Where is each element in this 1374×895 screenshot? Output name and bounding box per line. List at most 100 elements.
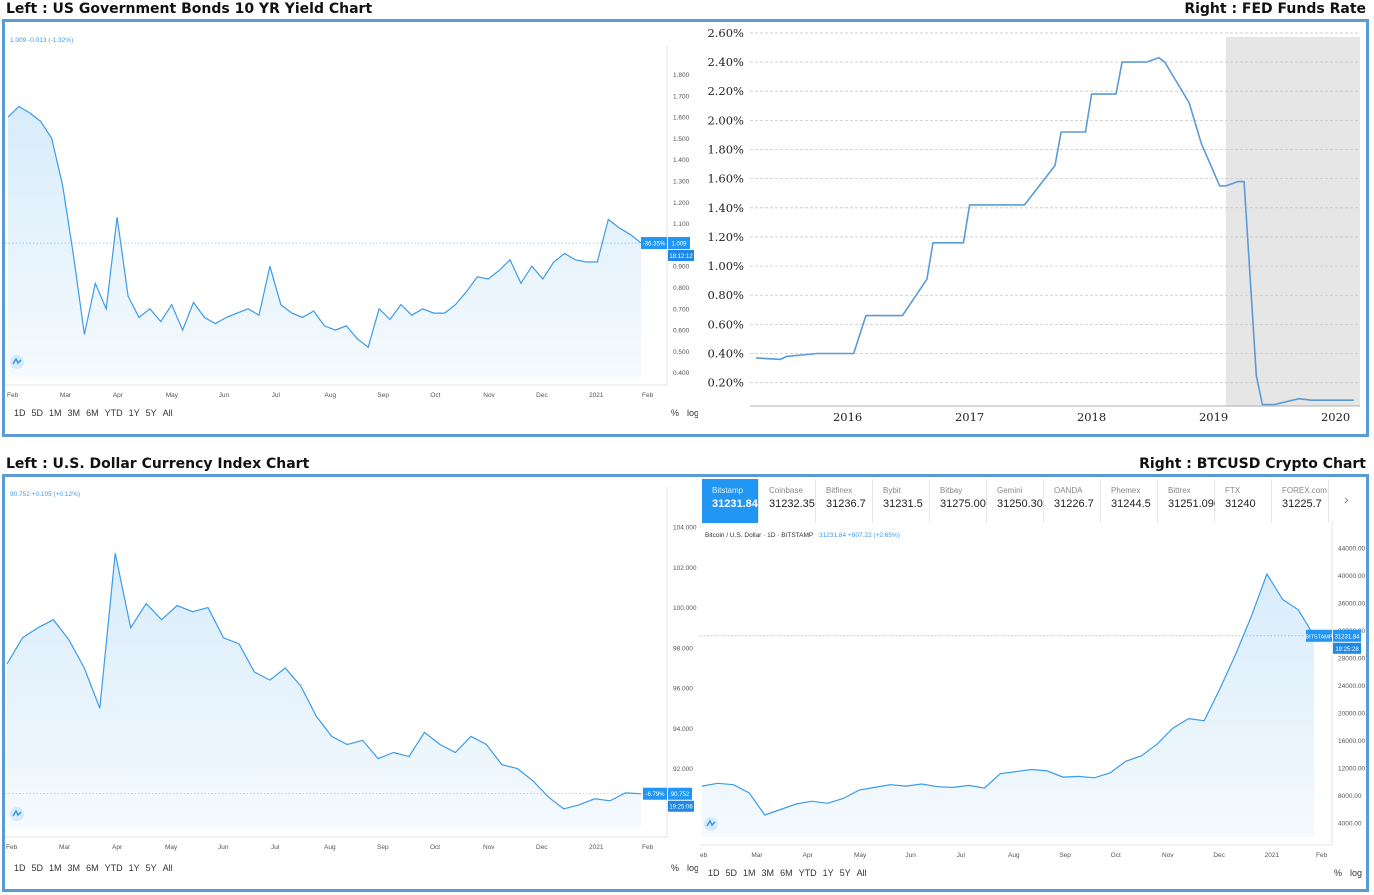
tf-6m[interactable]: 6M	[780, 868, 793, 878]
tf-3m[interactable]: 3M	[67, 863, 81, 873]
tf-3m[interactable]: 3M	[761, 868, 775, 878]
btc-time-badge-text: 19:25:28	[1335, 647, 1359, 653]
scale-log-toggle[interactable]: log	[1350, 868, 1363, 878]
tf-all[interactable]: All	[162, 408, 173, 418]
tradingview-logo-mark	[706, 819, 716, 827]
tradingview-logo-icon	[10, 807, 24, 821]
tradingview-logo-icon	[10, 355, 24, 369]
scale-percent-toggle[interactable]: %	[1334, 868, 1343, 878]
dxy-ytick-label: 102.000	[673, 565, 697, 572]
tf-5y[interactable]: 5Y	[145, 863, 157, 873]
dxy-ytick-label: 104.000	[673, 525, 697, 532]
btc-xtick-label: Oct	[1111, 852, 1121, 859]
exchange-price: 31226.7	[1054, 498, 1094, 510]
fed-funds-rate-line	[756, 56, 1354, 406]
exchange-tab-bybit[interactable]: Bybit 31231.5	[873, 479, 930, 523]
dxy-xtick-label: Jun	[218, 844, 229, 851]
dxy-time-badge	[668, 800, 694, 812]
btc-chart-panel[interactable]: Bitstamp 31231.84 Coinbase 31232.35 Bitfinex…	[700, 477, 1366, 889]
tf-3m[interactable]: 3M	[67, 408, 81, 418]
tf-ytd[interactable]: YTD	[104, 863, 123, 873]
exchange-tab-ftx[interactable]: FTX 31240	[1215, 479, 1272, 523]
exchange-tab-bitfinex[interactable]: Bitfinex 31236.7	[816, 479, 873, 523]
tf-1m[interactable]: 1M	[49, 863, 62, 873]
bond-ytick-label: 0.400	[673, 370, 690, 377]
tf-1y[interactable]: 1Y	[822, 868, 834, 878]
dxy-timeframe-bar: 1D 5D 1M 3M 6M YTD 1Y 5Y All	[14, 863, 179, 873]
btc-xtick-label: 2021	[1265, 852, 1280, 859]
exchange-strip: Bitstamp 31231.84 Coinbase 31232.35 Bitfinex…	[702, 479, 1329, 523]
btc-xtick-label: Nov	[1162, 852, 1174, 859]
exchange-price: 31251.096	[1168, 498, 1220, 510]
exchange-tab-phemex[interactable]: Phemex 31244.5	[1101, 479, 1158, 523]
fed-ytick-label: 1.40%	[707, 201, 744, 215]
btc-xtick-label: Jun	[905, 852, 916, 859]
scale-log-toggle[interactable]: log	[687, 408, 698, 418]
fed-xtick-label: 2019	[1199, 410, 1228, 424]
dxy-xtick-label: Apr	[112, 844, 123, 851]
dxy-xtick-label: Feb	[6, 844, 18, 851]
dxy-time-badge-text: 19:25:06	[669, 805, 693, 811]
dxy-chart-panel[interactable]: 104.000 102.000 100.000 98.000 96.000 94.000 9…	[5, 477, 698, 889]
tf-all[interactable]: All	[162, 863, 173, 873]
btc-time-badge	[1333, 642, 1361, 654]
exchange-tab-coinbase[interactable]: Coinbase 31232.35	[759, 479, 816, 523]
tf-5y[interactable]: 5Y	[145, 408, 157, 418]
tf-ytd[interactable]: YTD	[798, 868, 817, 878]
tf-5y[interactable]: 5Y	[839, 868, 851, 878]
scale-log-toggle[interactable]: log	[687, 863, 698, 873]
tradingview-logo-mark	[12, 809, 22, 817]
bond-ytick-label: 1.700	[673, 93, 690, 100]
tf-1d[interactable]: 1D	[708, 868, 720, 878]
bond-change-badge-text: -36.35%	[643, 242, 666, 248]
bond-xtick-label: Jun	[219, 392, 230, 399]
tf-1y[interactable]: 1Y	[128, 863, 140, 873]
tf-5d[interactable]: 5D	[725, 868, 738, 878]
tf-5d[interactable]: 5D	[31, 408, 44, 418]
dxy-xtick-label: May	[165, 844, 178, 851]
dxy-xtick-label: Jul	[271, 844, 280, 851]
tf-6m[interactable]: 6M	[86, 863, 99, 873]
btc-price-badge	[1333, 629, 1361, 642]
fed-ytick-label: 0.60%	[707, 317, 744, 331]
bond-chart-panel[interactable]: 1.800 1.700 1.600 1.500 1.400 1.300 1.200 1.100…	[5, 22, 698, 434]
tf-5d[interactable]: 5D	[31, 863, 44, 873]
bond-xtick-label: Jul	[272, 392, 281, 399]
dxy-chart-title: Left : U.S. Dollar Currency Index Chart	[6, 456, 310, 472]
tf-1m[interactable]: 1M	[49, 408, 62, 418]
dxy-xtick-label: Aug	[324, 844, 336, 851]
btc-label-badge-text: BITSTAMP	[1305, 634, 1332, 640]
dxy-scale-options: % log	[663, 863, 698, 873]
row1-title-bar: Left : US Government Bonds 10 YR Yield C…	[0, 0, 1374, 20]
dxy-chart-svg[interactable]: 104.000 102.000 100.000 98.000 96.000 94.000 9…	[5, 477, 698, 889]
tf-ytd[interactable]: YTD	[104, 408, 123, 418]
exchange-price: 31244.5	[1111, 498, 1151, 510]
exchange-price: 31275.00	[940, 498, 986, 510]
exchange-tab-bitbay[interactable]: Bitbay 31275.00	[930, 479, 987, 523]
scale-percent-toggle[interactable]: %	[671, 863, 680, 873]
btc-chart-svg[interactable]: 44000.0040000.0036000.0032000.0028000.00…	[700, 477, 1366, 889]
bond-chart-svg[interactable]: 1.800 1.700 1.600 1.500 1.400 1.300 1.200 1.100…	[5, 22, 698, 434]
tf-1d[interactable]: 1D	[14, 863, 26, 873]
chevron-right-icon[interactable]: ›	[1344, 491, 1349, 507]
tf-1y[interactable]: 1Y	[128, 408, 140, 418]
btc-ytick-label: 8000.00	[1338, 793, 1362, 800]
bond-ytick-label: 1.800	[673, 72, 690, 79]
bond-change-badge	[641, 237, 667, 250]
tf-1d[interactable]: 1D	[14, 408, 26, 418]
fed-ytick-label: 1.60%	[707, 172, 744, 186]
btc-xtick-label: Jul	[957, 852, 966, 859]
bond-ytick-label: 0.700	[673, 306, 690, 313]
tf-1m[interactable]: 1M	[743, 868, 756, 878]
scale-percent-toggle[interactable]: %	[671, 408, 680, 418]
exchange-tab-bittrex[interactable]: Bittrex 31251.096	[1158, 479, 1220, 523]
tf-all[interactable]: All	[856, 868, 867, 878]
bond-xtick-label: 2021	[589, 392, 604, 399]
tf-6m[interactable]: 6M	[86, 408, 99, 418]
dxy-xtick-label: Dec	[536, 844, 548, 851]
exchange-tab-bitstamp[interactable]: Bitstamp 31231.84	[702, 479, 759, 523]
exchange-tab-oanda[interactable]: OANDA 31226.7	[1044, 479, 1101, 523]
exchange-tab-gemini[interactable]: Gemini 31250.30	[987, 479, 1044, 523]
dxy-xtick-label: Nov	[483, 844, 495, 851]
exchange-tab-forexcom[interactable]: FOREX.com 31225.7	[1272, 479, 1329, 523]
